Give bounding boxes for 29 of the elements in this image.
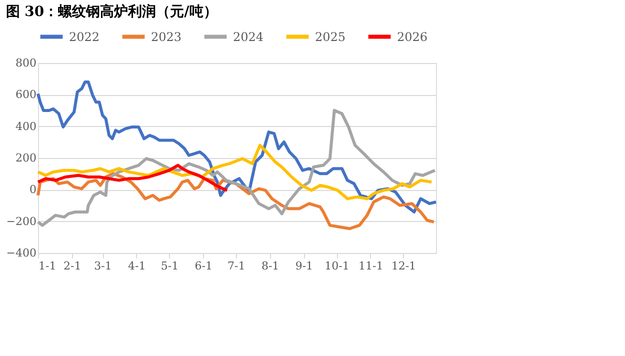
x-tick-label: 9-1	[295, 260, 314, 272]
x-tick-label: 7-1	[228, 260, 246, 272]
chart-title: 图 30：螺纹钢高炉利润（元/吨）	[6, 3, 218, 20]
legend-label: 2022	[69, 30, 100, 44]
x-tick-label: 6-1	[194, 260, 212, 272]
y-tick-label: 200	[16, 152, 36, 164]
x-tick-label: 8-1	[261, 260, 280, 272]
y-tick-label: 400	[16, 120, 36, 133]
x-tick-label: 3-1	[94, 260, 112, 272]
x-tick-label: 11-1	[358, 260, 384, 272]
x-tick-label: 10-1	[324, 260, 350, 272]
x-tick-label: 4-1	[128, 260, 146, 272]
legend-label: 2023	[151, 30, 182, 44]
line-series	[36, 164, 229, 192]
line-series	[36, 108, 436, 227]
y-tick-label: −200	[6, 214, 36, 228]
y-tick-label: 0	[30, 183, 36, 196]
line-series	[36, 80, 438, 214]
legend-label: 2024	[233, 30, 264, 44]
x-tick-label: 1-1	[38, 260, 56, 272]
y-tick-label: −400	[6, 246, 36, 260]
y-tick-label: 600	[16, 88, 36, 102]
x-tick-label: 5-1	[160, 260, 179, 272]
x-tick-label: 2-1	[64, 260, 82, 272]
legend-label: 2025	[315, 30, 346, 44]
legend-label: 2026	[397, 30, 428, 44]
y-tick-label: 800	[16, 56, 36, 70]
line-series	[36, 144, 434, 200]
x-tick-label: 12-1	[391, 260, 416, 272]
